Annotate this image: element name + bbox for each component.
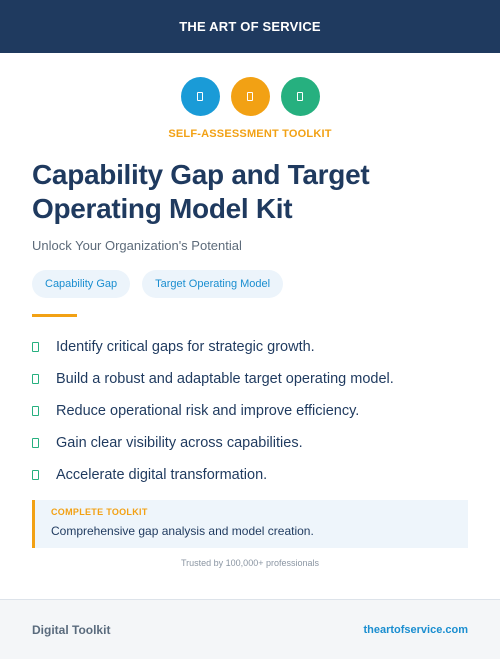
benefit-item: Accelerate digital transformation. [32,459,394,491]
website-link[interactable]: theartofservice.com [363,623,468,636]
toolkit-icon-orange [230,77,270,116]
tag-capability-gap[interactable]: Capability Gap [32,270,131,298]
icon-row [0,77,500,116]
check-icon [32,470,39,480]
benefit-text: Accelerate digital transformation. [56,467,268,483]
benefit-text: Identify critical gaps for strategic gro… [56,339,315,355]
callout-label: COMPLETE TOOLKIT [51,507,148,517]
page-title: Capability Gap and Target Operating Mode… [32,159,370,224]
check-icon [32,374,39,384]
accent-divider [32,314,77,317]
benefit-list: Identify critical gaps for strategic gro… [32,331,394,491]
check-icon [32,342,39,352]
tag-list: Capability Gap Target Operating Model [32,270,284,298]
benefit-text: Build a robust and adaptable target oper… [56,371,394,387]
benefit-item: Build a robust and adaptable target oper… [32,363,394,395]
eyebrow-label: SELF-ASSESSMENT TOOLKIT [168,128,332,140]
brand-title: THE ART OF SERVICE [179,19,321,34]
trust-note: Trusted by 100,000+ professionals [180,558,319,568]
toolkit-icon-green [280,77,320,116]
subtitle: Unlock Your Organization's Potential [32,238,242,253]
document-icon [247,92,253,101]
callout-text: Comprehensive gap analysis and model cre… [51,524,314,538]
check-icon [32,438,39,448]
check-icon [32,406,39,416]
document-icon [197,92,203,101]
toolkit-icon-blue [180,77,220,116]
toolkit-callout: COMPLETE TOOLKIT Comprehensive gap analy… [32,500,468,548]
benefit-item: Reduce operational risk and improve effi… [32,395,394,427]
footer-label: Digital Toolkit [32,622,111,637]
benefit-item: Gain clear visibility across capabilitie… [32,427,394,459]
header-bar: THE ART OF SERVICE [0,0,500,53]
benefit-item: Identify critical gaps for strategic gro… [32,331,394,363]
footer-bar: Digital Toolkit theartofservice.com [0,599,500,659]
document-icon [297,92,303,101]
tag-target-operating-model[interactable]: Target Operating Model [142,270,284,298]
benefit-text: Reduce operational risk and improve effi… [56,403,360,419]
benefit-text: Gain clear visibility across capabilitie… [56,435,303,451]
